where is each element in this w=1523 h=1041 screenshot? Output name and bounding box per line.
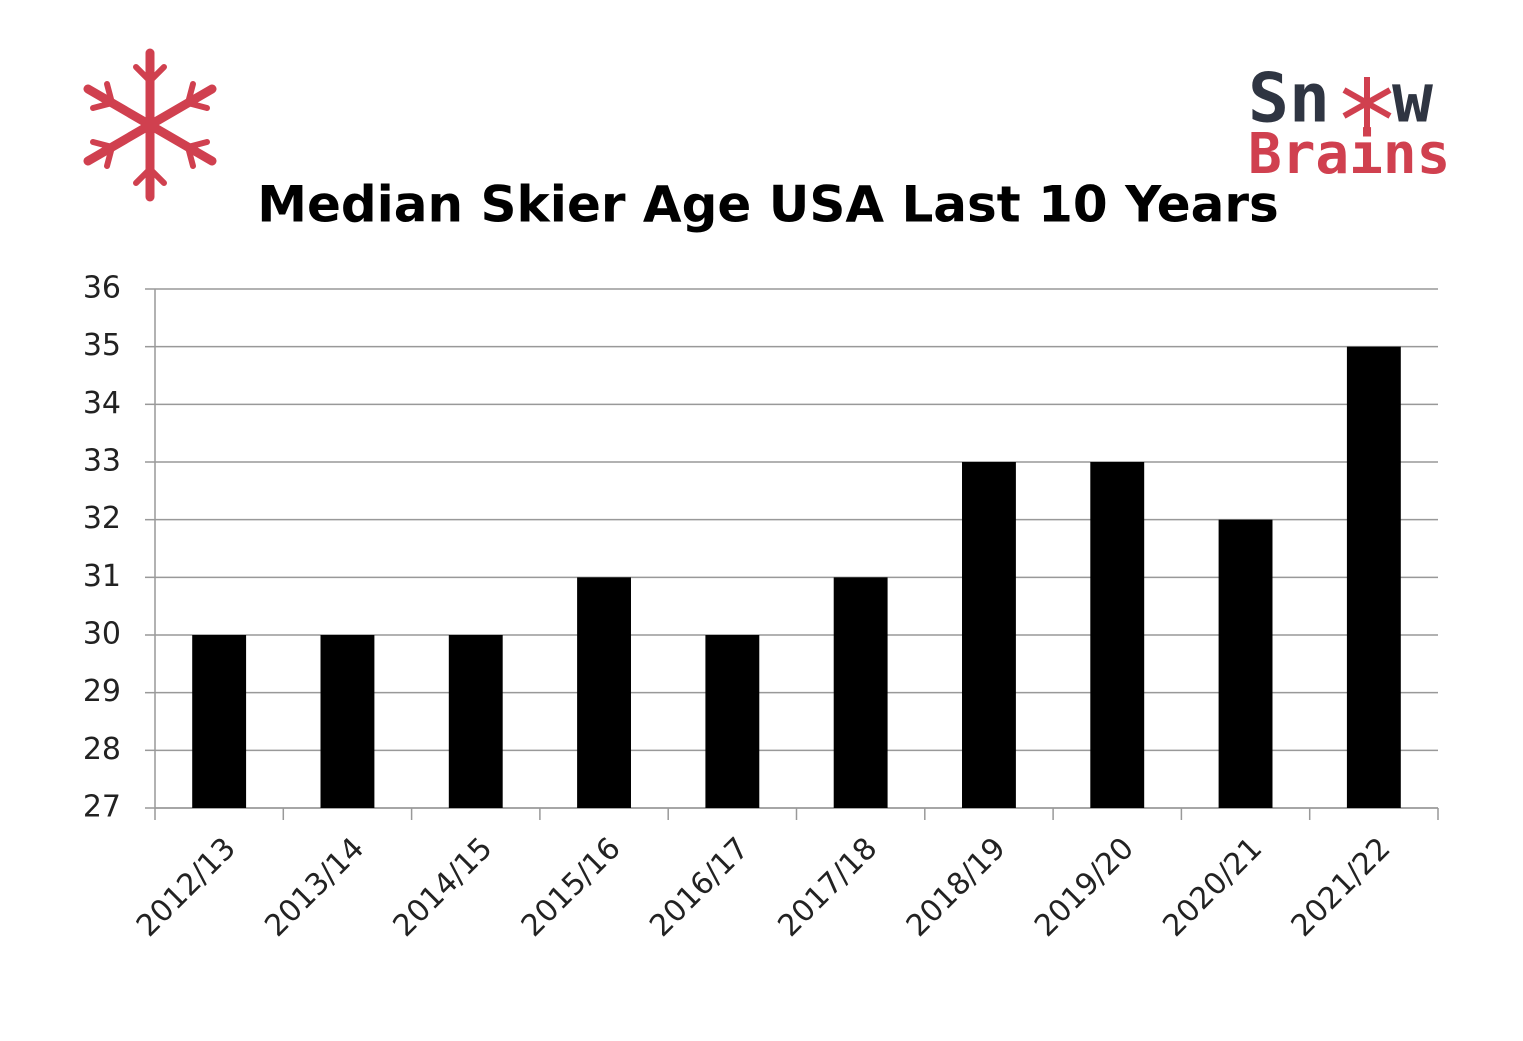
y-tick-label: 30	[83, 617, 121, 652]
bar	[705, 635, 760, 808]
y-tick-label: 27	[83, 790, 121, 825]
logo-star	[1342, 77, 1392, 129]
logo-text: Sn	[1248, 60, 1330, 139]
bar	[962, 462, 1016, 808]
y-tick-label: 33	[83, 444, 121, 479]
y-tick-label: 32	[83, 501, 121, 536]
bar	[1346, 346, 1401, 808]
y-tick-label: 34	[83, 386, 121, 421]
x-tick-label: 2017/18	[771, 831, 884, 944]
x-tick-label: 2013/14	[258, 831, 371, 944]
x-tick-label: 2021/22	[1285, 831, 1398, 944]
bar	[192, 635, 247, 808]
y-tick-label: 31	[83, 559, 121, 594]
logo-text: Brains	[1248, 122, 1450, 187]
bar	[1218, 519, 1273, 808]
y-tick-label: 36	[83, 271, 121, 306]
bar	[448, 635, 503, 808]
x-tick-label: 2014/15	[387, 831, 500, 944]
bar	[577, 577, 631, 808]
bar	[833, 577, 888, 808]
y-tick-label: 28	[83, 732, 121, 767]
x-tick-label: 2015/16	[515, 831, 628, 944]
y-tick-label: 35	[83, 328, 121, 363]
x-tick-label: 2018/19	[900, 831, 1013, 944]
x-tick-label: 2020/21	[1156, 831, 1269, 944]
bar	[320, 635, 375, 808]
x-tick-label: 2012/13	[130, 831, 243, 944]
x-tick-label: 2019/20	[1028, 831, 1141, 944]
x-tick-label: 2016/17	[643, 831, 756, 944]
logo-text: w	[1392, 60, 1433, 139]
snowflake-icon	[83, 48, 217, 202]
bar	[1090, 462, 1145, 808]
chart-title: Median Skier Age USA Last 10 Years	[257, 176, 1279, 234]
y-tick-label: 29	[83, 674, 121, 709]
